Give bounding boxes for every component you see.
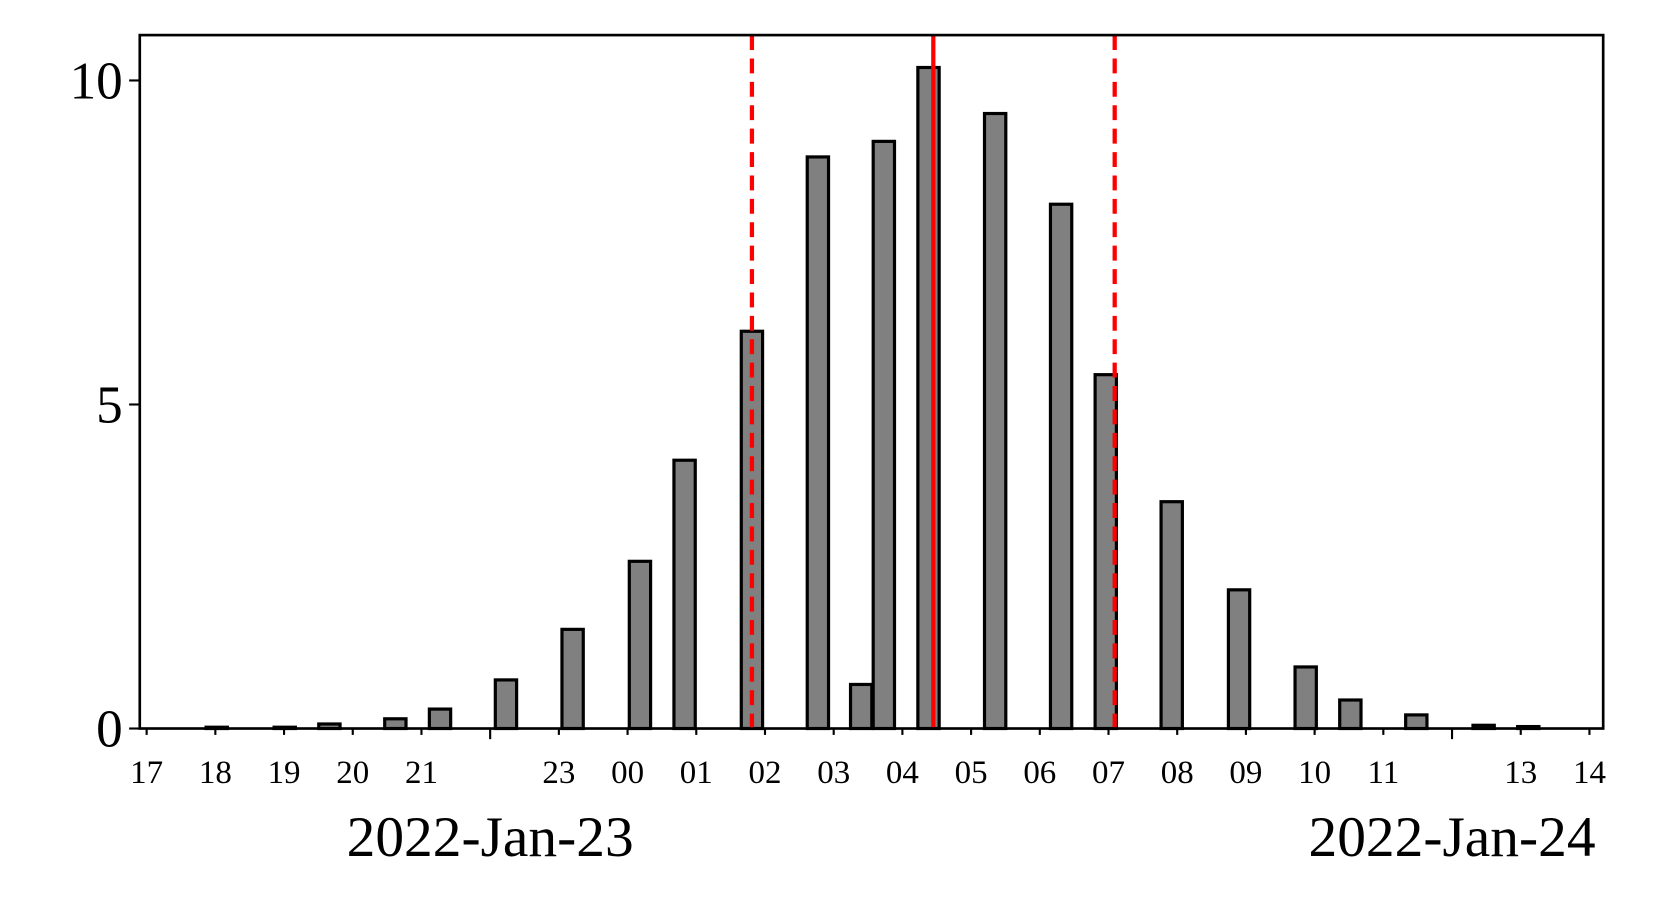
bar [805, 155, 831, 731]
bar [493, 678, 519, 731]
x-tick-label: 21 [405, 755, 438, 791]
x-tick-label: 04 [886, 755, 919, 791]
bar [1338, 698, 1363, 731]
x-tick-label: 23 [542, 755, 575, 791]
x-tick-label: 17 [130, 755, 163, 791]
x-tick-label: 19 [268, 755, 301, 791]
plot-frame [138, 33, 1605, 730]
bar [383, 717, 408, 731]
x-tick-label: 08 [1161, 755, 1194, 791]
x-tick-label: 01 [680, 755, 713, 791]
bar [1226, 588, 1252, 731]
x-major-tick-label: 2022-Jan-24 [1309, 806, 1596, 869]
x-tick-label: 13 [1504, 755, 1537, 791]
x-tick-label: 00 [611, 755, 644, 791]
bar [1293, 665, 1318, 731]
y-tick-label: 0 [96, 700, 123, 759]
bar [916, 65, 941, 731]
x-tick-label: 11 [1367, 755, 1399, 791]
bar [1159, 500, 1184, 731]
bar [848, 682, 874, 731]
bar [627, 559, 653, 731]
x-tick-label: 07 [1092, 755, 1125, 791]
x-tick-label: 09 [1229, 755, 1262, 791]
x-tick-label: 02 [749, 755, 782, 791]
bar [871, 139, 897, 731]
x-tick-label: 14 [1573, 755, 1606, 791]
bar [560, 627, 585, 731]
bar [427, 707, 453, 731]
bar [1048, 202, 1074, 731]
x-tick-label: 05 [955, 755, 988, 791]
y-tick-label: 10 [70, 52, 123, 111]
bar [672, 458, 697, 731]
x-major-tick-label: 2022-Jan-23 [347, 806, 634, 869]
x-tick-label: 06 [1023, 755, 1056, 791]
x-tick-label: 20 [336, 755, 369, 791]
x-tick-label: 18 [199, 755, 232, 791]
bar [982, 111, 1008, 731]
x-tick-label: 10 [1298, 755, 1331, 791]
x-tick-label: 03 [817, 755, 850, 791]
bar [1404, 713, 1429, 731]
y-tick-label: 5 [96, 376, 123, 435]
